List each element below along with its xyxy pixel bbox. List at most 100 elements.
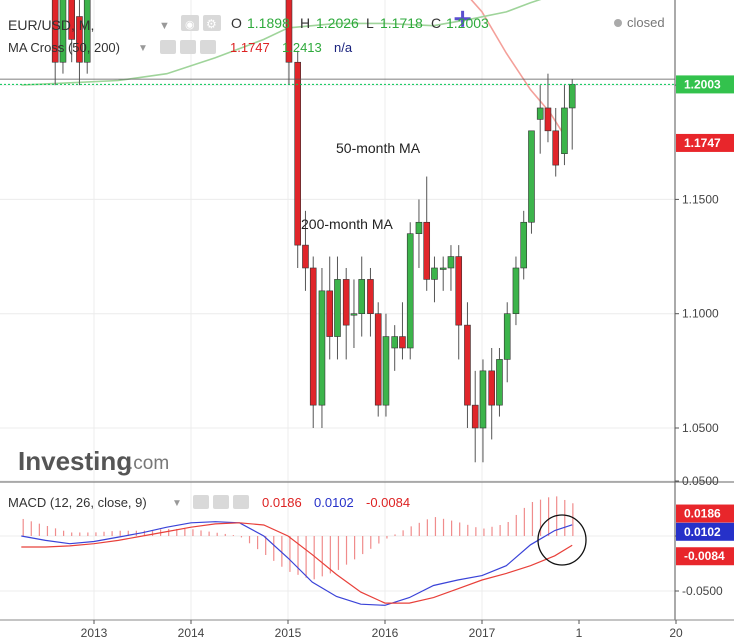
ma200-value: 1.2413 xyxy=(282,40,322,55)
candle xyxy=(471,370,479,463)
macd-menu-icon[interactable]: ▼ xyxy=(172,498,182,509)
macd-hist-tag-box xyxy=(676,504,734,523)
ma-eye-icon[interactable] xyxy=(160,40,176,54)
ma-cross-title: MA Cross (50, 200) xyxy=(8,40,120,55)
svg-text:⚙: ⚙ xyxy=(206,17,217,31)
candle xyxy=(455,245,463,360)
time-tick-label: 2017 xyxy=(469,626,496,639)
candle-body xyxy=(399,336,406,349)
candle-body xyxy=(358,279,366,315)
candle-body xyxy=(309,267,317,406)
candle-body xyxy=(561,107,568,154)
candle-body xyxy=(536,107,544,120)
candle xyxy=(342,267,350,360)
candle xyxy=(83,0,91,74)
candle-body xyxy=(431,267,438,280)
candle xyxy=(309,256,317,428)
ma-gear-icon[interactable] xyxy=(180,40,196,54)
macd-legend[interactable]: MACD (12, 26, close, 9) ▼ 0.0186 0.0102 … xyxy=(8,495,410,510)
candle-body xyxy=(350,313,358,316)
candle xyxy=(399,302,406,360)
crossover-marker[interactable] xyxy=(454,10,471,27)
macd-close-icon[interactable] xyxy=(233,495,249,509)
ma-na-value: n/a xyxy=(334,40,353,55)
candle xyxy=(51,0,59,86)
candle-body xyxy=(83,0,91,63)
candle-body xyxy=(479,370,487,429)
candle xyxy=(464,302,471,428)
candle xyxy=(391,325,399,371)
ma-close-icon[interactable] xyxy=(200,40,216,54)
macd-title: MACD (12, 26, close, 9) xyxy=(8,495,147,510)
eye-icon[interactable] xyxy=(181,15,199,31)
price-axis-ticks: 1.05001.10001.15001.20001.25001.30001.35… xyxy=(675,78,719,435)
candle xyxy=(367,267,374,337)
candle xyxy=(439,256,447,291)
macd-value: 0.0102 xyxy=(314,495,354,510)
candle xyxy=(568,79,576,150)
low-value: 1.1718 xyxy=(380,15,423,31)
candle xyxy=(302,210,309,291)
candle xyxy=(59,0,67,74)
macd-tick-label: 0.0500 xyxy=(682,474,719,488)
time-tick-label: 1 xyxy=(576,626,583,639)
symbol-title: EUR/USD, M, xyxy=(8,17,94,33)
annotation-ma200: 200-month MA xyxy=(301,216,393,232)
macd-line xyxy=(21,521,573,606)
candle-body xyxy=(471,404,479,429)
candle-body xyxy=(488,370,496,406)
candle-body xyxy=(447,256,455,269)
candle xyxy=(544,73,552,143)
last-price-tag: 1.2003 xyxy=(684,77,721,91)
candle xyxy=(358,256,366,337)
candle-body xyxy=(520,221,528,269)
candle-body xyxy=(76,16,83,63)
macd-hist-value: 0.0186 xyxy=(262,495,302,510)
symbol-legend[interactable]: EUR/USD, M, ▼ ◉ ⚙ O 1.1898 H 1.2026 L 1.… xyxy=(8,15,665,33)
time-axis-ticks: 2013 2014 2015 2016 2017 1 20 xyxy=(81,620,683,639)
price-tick-label: 1.1000 xyxy=(682,307,719,321)
candle xyxy=(503,302,511,383)
candle xyxy=(479,359,487,463)
candle xyxy=(406,222,414,360)
ma50-value: 1.1747 xyxy=(230,40,270,55)
candle-body xyxy=(391,336,399,349)
high-value: 1.2026 xyxy=(316,15,359,31)
macd-signal-tag-box xyxy=(676,547,734,566)
candle-body xyxy=(382,336,390,406)
macd-hist-tag: 0.0186 xyxy=(684,507,721,521)
candle xyxy=(536,85,544,154)
candle xyxy=(561,85,568,166)
candle xyxy=(520,210,528,280)
low-label: L xyxy=(366,15,374,31)
macd-signal-value: -0.0084 xyxy=(366,495,410,510)
market-status-dot xyxy=(614,19,622,27)
market-status: closed xyxy=(627,15,665,30)
macd-eye-icon[interactable] xyxy=(193,495,209,509)
candle xyxy=(512,256,520,326)
high-label: H xyxy=(300,15,310,31)
legend-menu-icon[interactable]: ▼ xyxy=(159,20,170,32)
ma-cross-legend[interactable]: MA Cross (50, 200) ▼ 1.1747 1.2413 n/a xyxy=(8,40,353,55)
candle-body xyxy=(464,324,471,406)
annotation-ma50: 50-month MA xyxy=(336,140,421,156)
gear-icon[interactable] xyxy=(203,15,221,31)
candle-body xyxy=(294,61,302,246)
ma-menu-icon[interactable]: ▼ xyxy=(138,43,148,54)
candle-body xyxy=(512,267,520,315)
candle-body xyxy=(302,244,309,269)
candle-body xyxy=(334,279,341,337)
open-value: 1.1898 xyxy=(247,15,290,31)
candle-body xyxy=(496,359,503,406)
price-grid xyxy=(0,0,675,620)
candle-body xyxy=(528,130,535,223)
time-tick-label: 2013 xyxy=(81,626,108,639)
watermark-brand: Investing xyxy=(18,446,132,476)
candle xyxy=(374,302,382,417)
candle-body xyxy=(439,267,447,270)
macd-gear-icon[interactable] xyxy=(213,495,229,509)
candle xyxy=(552,107,560,177)
candle-body xyxy=(285,0,293,63)
highlight-circle xyxy=(537,514,587,566)
